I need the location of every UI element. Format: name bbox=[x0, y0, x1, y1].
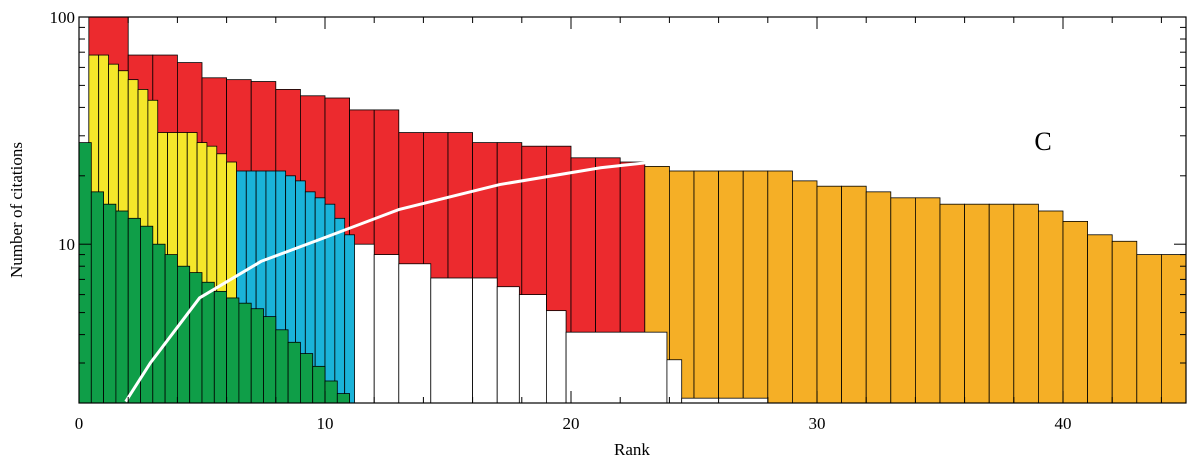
bar bbox=[565, 331, 668, 404]
curve bbox=[124, 160, 650, 403]
bar bbox=[226, 297, 240, 404]
bar bbox=[336, 393, 350, 404]
y-tick-label: 10 bbox=[58, 235, 75, 254]
bar bbox=[103, 203, 117, 404]
bar bbox=[344, 234, 355, 404]
bar bbox=[681, 397, 769, 404]
bar bbox=[398, 263, 432, 404]
bar bbox=[1111, 240, 1138, 404]
bar bbox=[312, 365, 326, 404]
bar bbox=[324, 380, 338, 404]
bar bbox=[915, 197, 941, 404]
bar bbox=[841, 185, 867, 404]
bar bbox=[176, 265, 191, 404]
x-axis-label: Rank bbox=[614, 440, 650, 459]
bar bbox=[299, 353, 314, 404]
bar bbox=[263, 316, 277, 404]
plot-frame bbox=[78, 16, 1187, 404]
bar bbox=[718, 170, 744, 404]
bar bbox=[90, 191, 105, 404]
bar bbox=[373, 254, 400, 404]
x-tick-label: 10 bbox=[317, 414, 334, 433]
bar bbox=[518, 294, 547, 404]
bar bbox=[767, 170, 793, 404]
bar bbox=[430, 277, 473, 404]
bar bbox=[792, 180, 818, 404]
bar bbox=[816, 185, 843, 404]
bar bbox=[496, 286, 520, 404]
bar bbox=[78, 142, 92, 404]
x-tick-label: 30 bbox=[809, 414, 826, 433]
bar bbox=[472, 277, 498, 404]
bar bbox=[964, 203, 990, 404]
bar bbox=[115, 210, 129, 404]
bar bbox=[1013, 203, 1039, 404]
bar bbox=[334, 217, 346, 404]
bar bbox=[1062, 220, 1089, 404]
bar bbox=[189, 272, 203, 404]
bar bbox=[865, 191, 892, 404]
bar bbox=[152, 243, 166, 404]
bar bbox=[666, 359, 683, 404]
bar bbox=[275, 329, 289, 404]
x-tick-label: 20 bbox=[563, 414, 580, 433]
bar bbox=[939, 203, 966, 404]
y-axis-label: Number of citations bbox=[7, 142, 26, 278]
bar bbox=[127, 217, 141, 404]
bar bbox=[201, 281, 215, 404]
bar bbox=[1038, 210, 1064, 404]
bar bbox=[1161, 254, 1187, 404]
bar bbox=[742, 170, 769, 404]
bar bbox=[1136, 254, 1162, 404]
bar bbox=[213, 290, 228, 404]
bar bbox=[890, 197, 916, 404]
bar bbox=[693, 170, 720, 404]
bar bbox=[238, 302, 252, 404]
x-tick-label: 40 bbox=[1055, 414, 1072, 433]
annotation: C bbox=[1034, 127, 1051, 156]
bar bbox=[988, 203, 1015, 404]
bar bbox=[287, 341, 301, 404]
bar bbox=[546, 310, 567, 404]
bar bbox=[1087, 234, 1113, 404]
y-tick-label: 100 bbox=[50, 8, 76, 27]
bar bbox=[250, 308, 264, 404]
x-tick-label: 0 bbox=[75, 414, 84, 433]
